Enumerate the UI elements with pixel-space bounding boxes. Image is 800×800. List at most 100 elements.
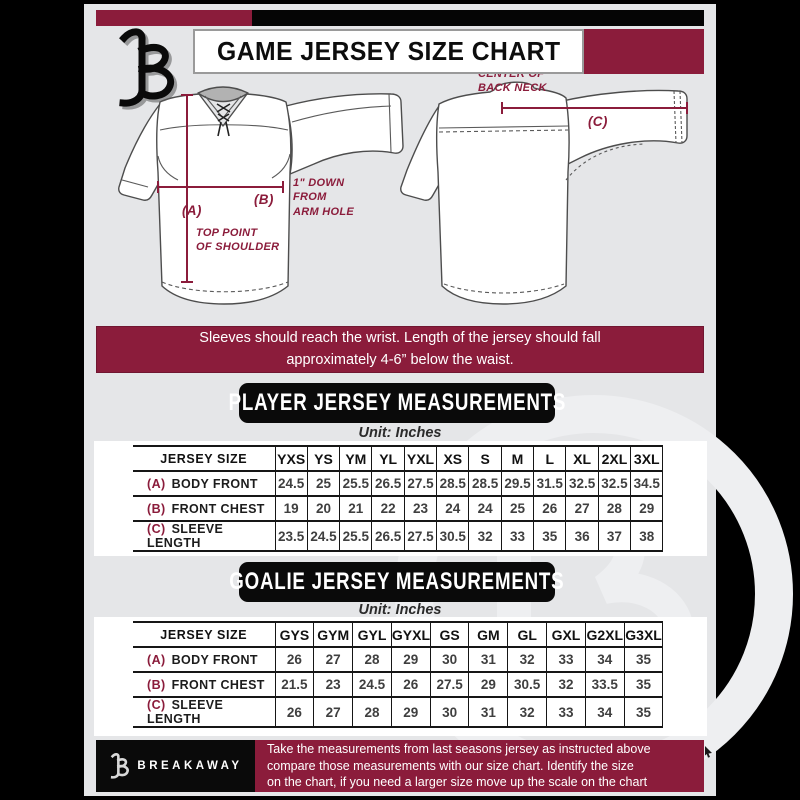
size-header-cell: GL: [507, 621, 548, 648]
measure-key-a: (A): [182, 203, 202, 218]
size-header-cell: S: [468, 445, 502, 472]
measurement-value-cell: 30: [429, 696, 470, 728]
measurement-value-cell: 28: [352, 696, 392, 728]
measurement-value-cell: 31: [468, 646, 509, 673]
back-body: [435, 81, 570, 305]
measurement-value-cell: 25.5: [339, 520, 373, 552]
size-header-cell: YXL: [403, 445, 438, 472]
measurement-value-cell: 23: [403, 495, 438, 522]
player-section-title-box: PLAYER JERSEY MEASUREMENTS: [228, 383, 565, 423]
measurement-value-cell: 28.5: [468, 470, 502, 497]
measurement-row: (C) SLEEVE LENGTH 23.5 24.5 25.5 26.5 27.5 30.5…: [133, 520, 664, 552]
measurement-value-cell: 35: [623, 646, 664, 673]
footer-instructions: Take the measurements from last seasons …: [267, 742, 651, 790]
goalie-section-title: GOALIE JERSEY MEASUREMENTS: [229, 568, 565, 595]
page-title-box: GAME JERSEY SIZE CHART: [193, 29, 584, 74]
mouse-cursor-icon: [705, 746, 712, 758]
jersey-diagram: (A) TOP POINT OF SHOULDER (B) 1" DOWN FR…: [96, 60, 704, 322]
measurement-value-cell: 33: [500, 520, 535, 552]
player-unit-label: Unit: Inches: [358, 425, 442, 441]
goalie-table-panel: JERSEY SIZE GYS GYM GYL GYXL GS GM GL GXL G2XL G3X…: [94, 617, 707, 736]
size-header-cell: YXS: [274, 445, 308, 472]
size-header-cell: G3XL: [623, 621, 664, 648]
size-header-cell: 2XL: [597, 445, 632, 472]
measurement-value-cell: 27.5: [403, 520, 438, 552]
header-bar: [96, 10, 704, 26]
measurement-key: (B): [147, 677, 166, 692]
measurement-value-cell: 24.5: [306, 520, 341, 552]
measurement-value-cell: 30.5: [436, 520, 470, 552]
size-header-cell: YM: [339, 445, 373, 472]
measurement-label-cell: (A) BODY FRONT: [133, 646, 276, 673]
size-header-cell: YL: [371, 445, 405, 472]
fit-note-text: Sleeves should reach the wrist. Length o…: [199, 330, 601, 368]
measurement-value-cell: 35: [533, 520, 567, 552]
measurement-value-cell: 25.5: [339, 470, 373, 497]
measure-line-c: [501, 102, 688, 114]
size-header-cell: G2XL: [584, 621, 625, 648]
measurement-value-cell: 26: [274, 696, 315, 728]
measurement-value-cell: 29: [468, 671, 509, 698]
size-header-cell: GYXL: [390, 621, 431, 648]
measurement-label-cell: (B) FRONT CHEST: [133, 495, 276, 522]
measurement-value-cell: 37: [597, 520, 632, 552]
measurement-value-cell: 26: [390, 671, 431, 698]
measurement-value-cell: 34.5: [630, 470, 664, 497]
jersey-size-header-cell: JERSEY SIZE: [133, 445, 276, 472]
size-header-cell: GS: [429, 621, 470, 648]
front-collar: [197, 86, 249, 103]
measurement-key: (C): [147, 522, 166, 536]
measurement-value-cell: 23.5: [274, 520, 308, 552]
measurement-value-cell: 35: [623, 671, 664, 698]
size-header-cell: GYM: [313, 621, 354, 648]
measurement-value-cell: 26.5: [371, 520, 405, 552]
measurement-value-cell: 25: [306, 470, 341, 497]
measurement-value-cell: 24.5: [352, 671, 392, 698]
measurement-value-cell: 33: [546, 646, 586, 673]
measurement-value-cell: 29: [390, 696, 431, 728]
footer-brand-name: BREAKAWAY: [137, 760, 243, 772]
measurement-value-cell: 19: [274, 495, 308, 522]
size-header-cell: GYS: [274, 621, 315, 648]
measurement-row: (A) BODY FRONT 24.5 25 25.5 26.5 27.5 28.5 28.5 2…: [133, 470, 664, 497]
measurement-row: (B) FRONT CHEST 21.5 23 24.5 26 27.5 29 30.5 32 33…: [133, 671, 664, 698]
measurement-value-cell: 35: [623, 696, 664, 728]
size-header-cell: GXL: [546, 621, 586, 648]
measurement-value-cell: 24: [436, 495, 470, 522]
measurement-value-cell: 28: [597, 495, 632, 522]
measurement-value-cell: 25: [500, 495, 535, 522]
fit-note-banner: Sleeves should reach the wrist. Length o…: [96, 326, 704, 373]
measurement-value-cell: 31: [468, 696, 509, 728]
measurement-value-cell: 28: [352, 646, 392, 673]
measurement-value-cell: 28.5: [436, 470, 470, 497]
measure-note-b: 1" DOWN FROM ARM HOLE: [293, 177, 355, 218]
measurement-value-cell: 38: [630, 520, 664, 552]
measurement-row: (B) FRONT CHEST 19 20 21 22 23 24 24 25 26 27 28 29: [133, 495, 664, 522]
goalie-unit-label: Unit: Inches: [358, 602, 442, 618]
measurement-value-cell: 32.5: [565, 470, 599, 497]
measurement-value-cell: 32.5: [597, 470, 632, 497]
measurement-row: (A) BODY FRONT 26 27 28 29 30 31 32 33 34 35: [133, 646, 664, 673]
player-table-panel: JERSEY SIZE YXS YS YM YL YXL XS S M L XL 2XL 3XL (A) B…: [94, 441, 707, 556]
measurement-value-cell: 32: [507, 646, 548, 673]
footer-brand-box: BREAKAWAY: [96, 740, 255, 792]
measurement-value-cell: 26: [274, 646, 315, 673]
size-chart-card: GAME JERSEY SIZE CHART: [84, 4, 793, 796]
player-section-title: PLAYER JERSEY MEASUREMENTS: [228, 389, 566, 416]
measurement-label-cell: (C) SLEEVE LENGTH: [133, 696, 276, 728]
measurement-value-cell: 27: [313, 696, 354, 728]
measurement-label-cell: (A) BODY FRONT: [133, 470, 276, 497]
page-title: GAME JERSEY SIZE CHART: [216, 36, 561, 66]
measurement-value-cell: 32: [507, 696, 548, 728]
footer-instructions-box: Take the measurements from last seasons …: [255, 740, 704, 792]
measure-line-a: [181, 94, 193, 283]
front-body: [155, 93, 292, 305]
measurement-value-cell: 26: [533, 495, 567, 522]
size-header-cell: M: [500, 445, 535, 472]
measurement-row: (C) SLEEVE LENGTH 26 27 28 29 30 31 32 33 34 35: [133, 696, 664, 728]
measurement-value-cell: 27: [565, 495, 599, 522]
measurement-value-cell: 20: [306, 495, 341, 522]
measurement-value-cell: 21.5: [274, 671, 315, 698]
measurement-value-cell: 29.5: [500, 470, 535, 497]
